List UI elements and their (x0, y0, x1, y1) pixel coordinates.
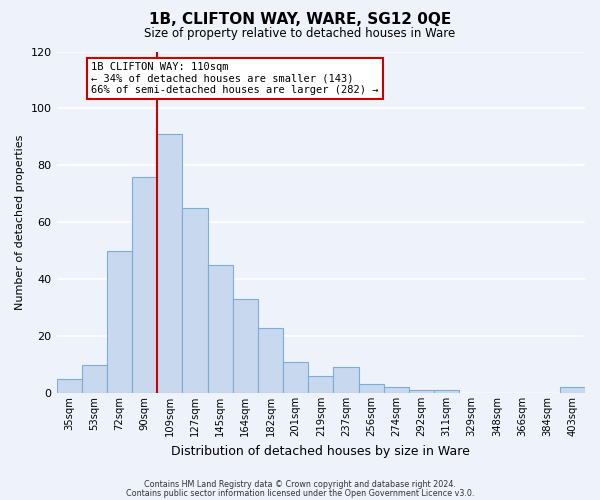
Bar (157, 134, 182, 393)
Bar (560, 388, 585, 393)
Bar (132, 176, 157, 393)
Bar (56, 379, 82, 393)
Text: Contains public sector information licensed under the Open Government Licence v3: Contains public sector information licen… (126, 489, 474, 498)
Bar (334, 368, 359, 393)
Text: 1B, CLIFTON WAY, WARE, SG12 0QE: 1B, CLIFTON WAY, WARE, SG12 0QE (149, 12, 451, 28)
Bar (308, 376, 334, 393)
Bar (434, 390, 459, 393)
Bar (409, 390, 434, 393)
Bar (82, 364, 107, 393)
Bar (383, 388, 409, 393)
Bar (283, 362, 308, 393)
Bar (208, 265, 233, 393)
Bar (182, 208, 208, 393)
Bar (233, 299, 258, 393)
Text: Size of property relative to detached houses in Ware: Size of property relative to detached ho… (145, 28, 455, 40)
Text: Contains HM Land Registry data © Crown copyright and database right 2024.: Contains HM Land Registry data © Crown c… (144, 480, 456, 489)
Bar (258, 328, 283, 393)
Bar (107, 250, 132, 393)
Bar (359, 384, 383, 393)
X-axis label: Distribution of detached houses by size in Ware: Distribution of detached houses by size … (172, 444, 470, 458)
Y-axis label: Number of detached properties: Number of detached properties (15, 134, 25, 310)
Text: 1B CLIFTON WAY: 110sqm
← 34% of detached houses are smaller (143)
66% of semi-de: 1B CLIFTON WAY: 110sqm ← 34% of detached… (91, 62, 379, 95)
